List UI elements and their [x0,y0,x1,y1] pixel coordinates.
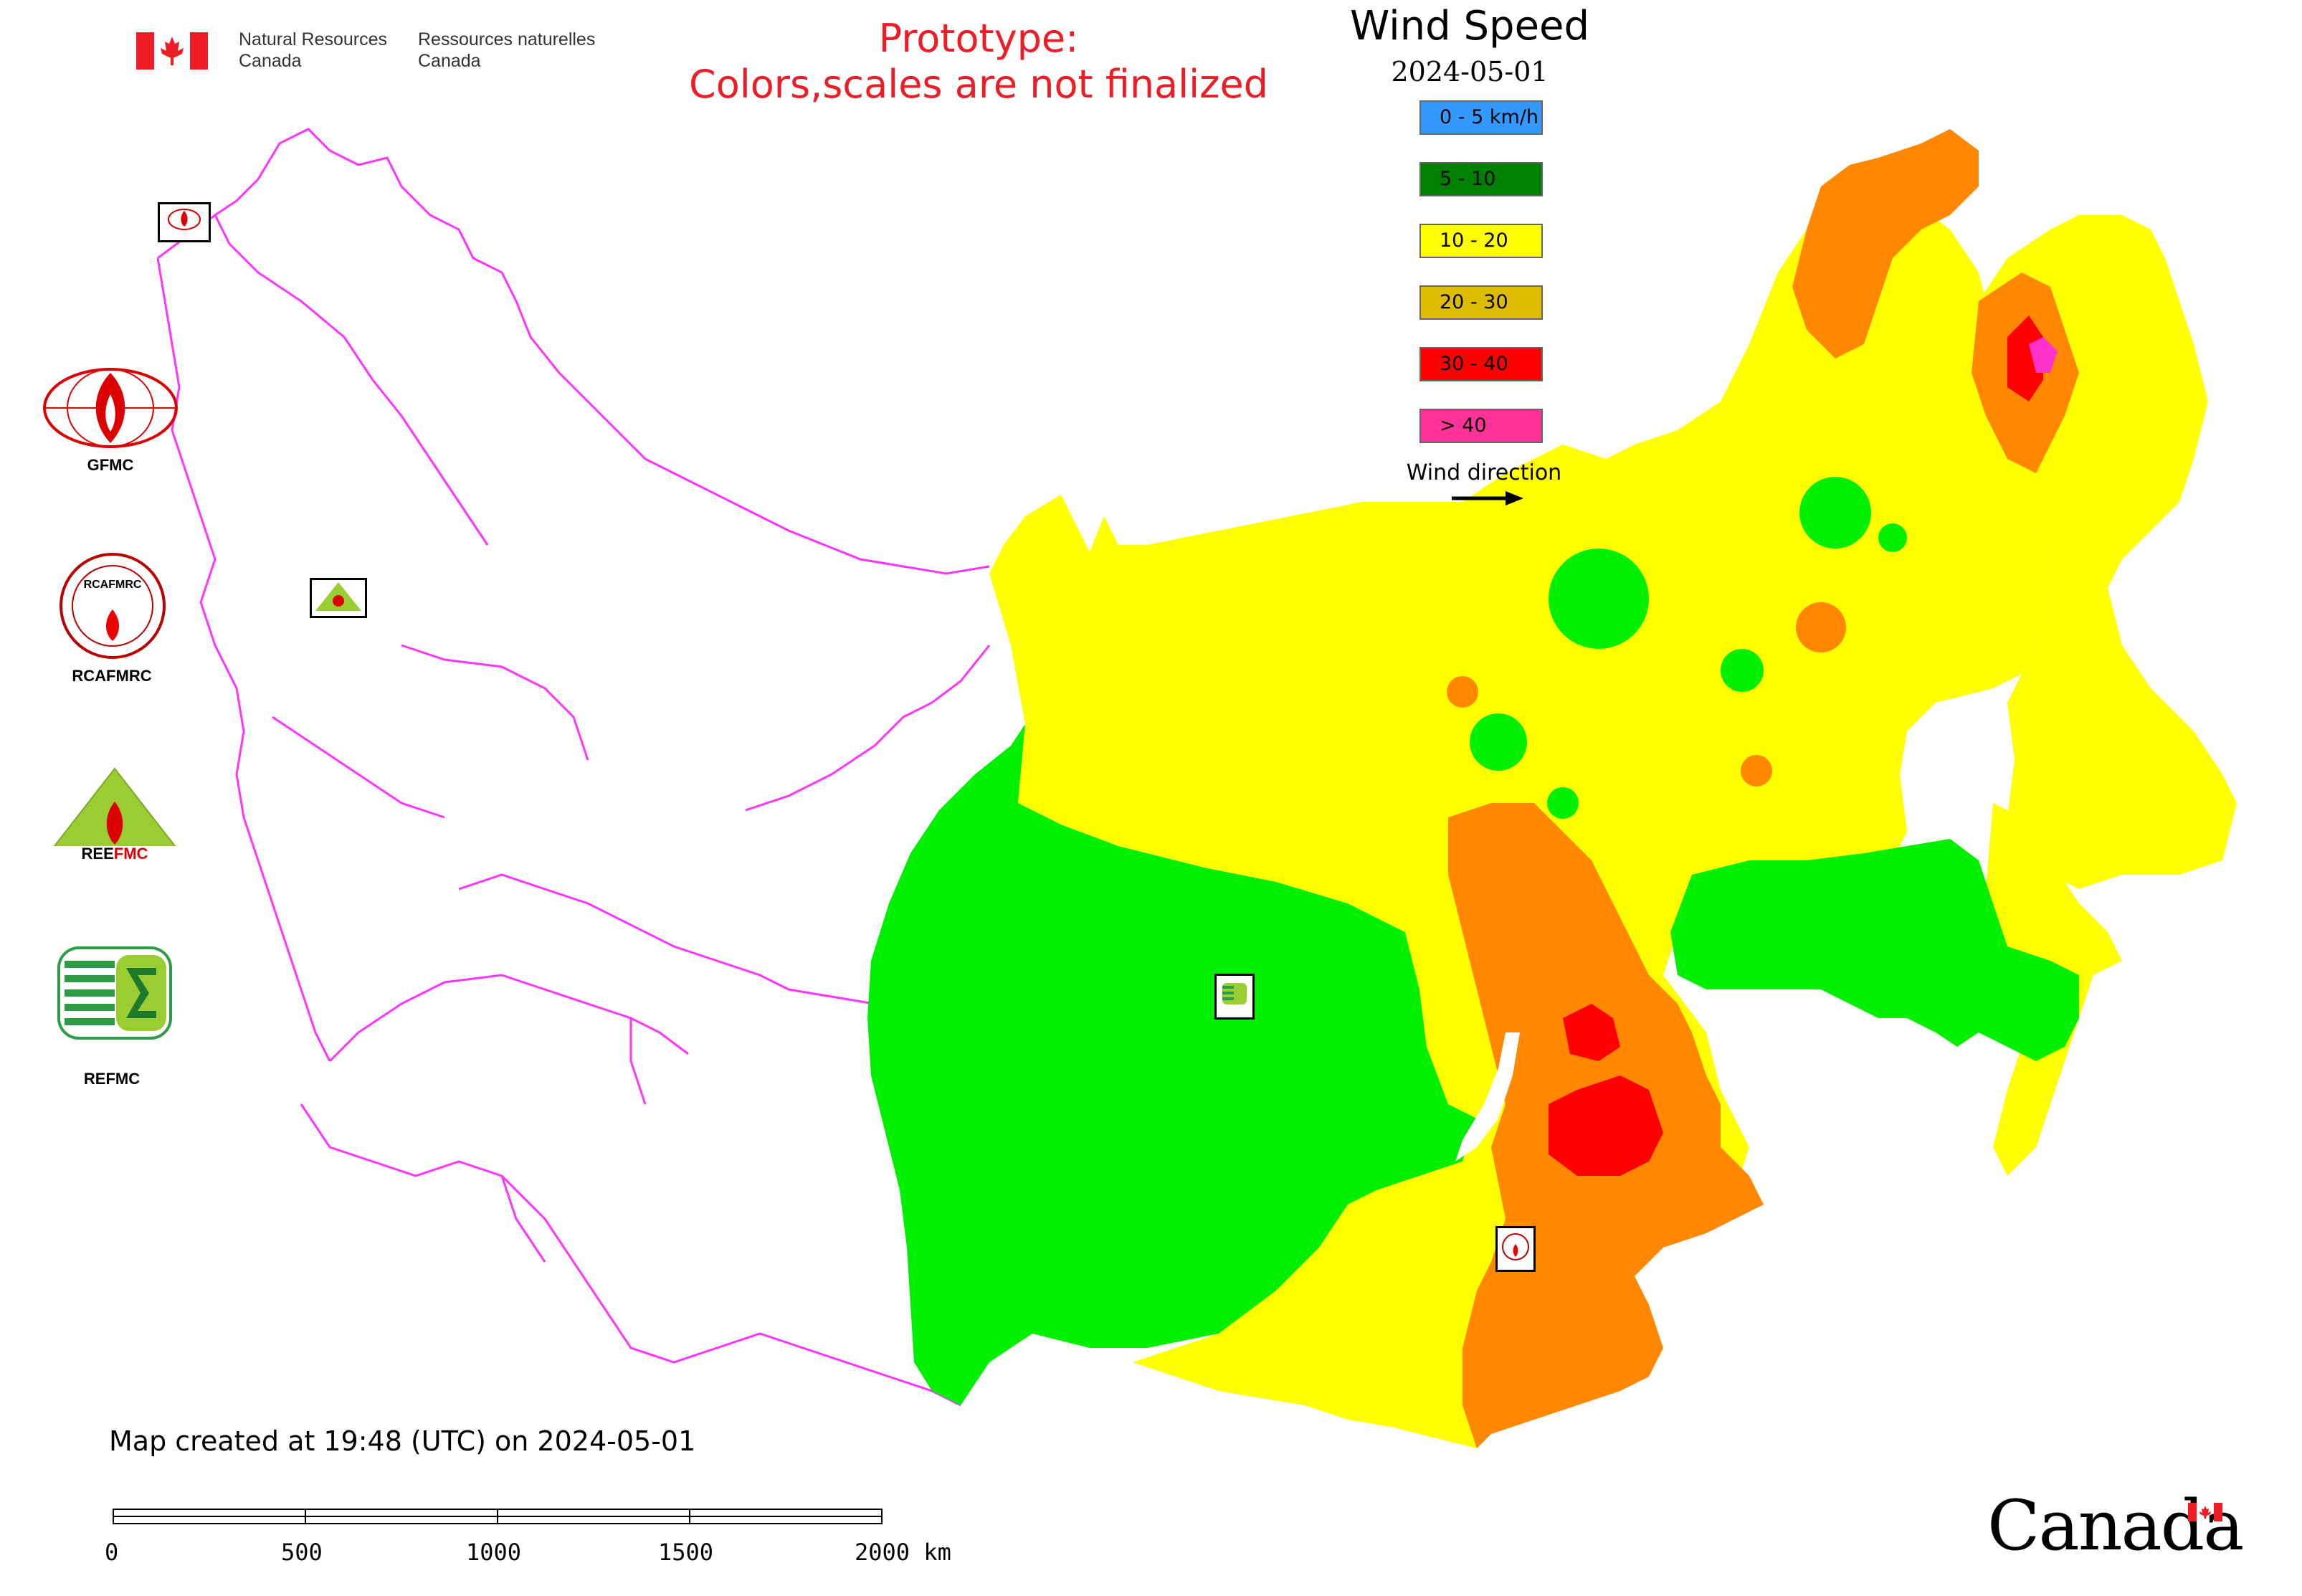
legend-item-30-40: 30 - 40 [1419,347,1543,381]
legend-label-5-10: 5 - 10 [1440,168,1496,190]
legend-label-20-30: 20 - 30 [1440,291,1508,313]
org-name-en-line1: Natural Resources [239,29,388,49]
patch-green-4 [1721,649,1764,692]
legend-item-over-40: > 40 [1419,409,1543,443]
zone-5-10-east [1670,839,2079,1061]
legend-wind-direction-label: Wind direction [1406,460,1562,485]
org-name-fr-line1: Ressources naturelles [418,29,596,49]
legend-item-10-20: 10 - 20 [1419,224,1543,258]
legend-label-0-5: 0 - 5 km/h [1440,106,1538,128]
svg-text:RCAFMRC: RCAFMRC [84,579,142,591]
reefmc-logo: REEFMC [39,766,191,869]
canada-wordmark: Canada [1987,1486,2244,1566]
scale-tick-0: 0 [105,1539,119,1566]
legend-item-5-10: 5 - 10 [1419,162,1543,196]
wind-field [867,129,2237,1448]
legend-title: Wind Speed [1349,3,1590,49]
svg-text:REEFMC: REEFMC [82,845,148,863]
patch-orange-1 [1796,602,1846,652]
legend-item-0-5: 0 - 5 km/h [1419,100,1543,135]
country-boundaries [156,128,991,1407]
patch-orange-3 [1741,755,1772,787]
legend-label-10-20: 10 - 20 [1440,229,1508,252]
rcafmrc-logo: RCAFMRC [59,552,166,662]
wordmark-flag-icon [2188,1503,2222,1524]
legend-item-20-30: 20 - 30 [1419,285,1543,320]
legend-date: 2024-05-01 [1391,56,1549,87]
scale-tick-2000: 2000 km [855,1539,951,1566]
prototype-notice: Prototype: Colors,scales are not finaliz… [645,16,1312,108]
zone-20-30-chukotka [1792,129,1979,358]
org-name-en-line2: Canada [239,51,302,71]
refmc-label: REFMC [83,1070,141,1088]
legend-label-30-40: 30 - 40 [1440,353,1508,375]
zone-5-10-west [867,724,1477,1405]
refmc-logo [57,946,172,1042]
patch-green-1 [1549,548,1649,649]
scale-tick-500: 500 [281,1539,323,1566]
scale-bar-graphic [113,1509,883,1524]
zone-30-40-south-a [1563,1004,1620,1061]
zone-30-40-kamchatka [2007,315,2043,402]
org-name-en: Natural Resources Canada [239,29,387,72]
scale-tick-1000: 1000 [466,1539,522,1566]
patch-green-2 [1799,477,1871,548]
refmc-map-marker [1214,974,1255,1020]
gfmc-small-marker [158,202,211,245]
map-created-timestamp: Map created at 19:48 (UTC) on 2024-05-01 [109,1425,696,1457]
legend-label-over-40: > 40 [1440,414,1487,437]
gfmc-label: GFMC [87,456,134,474]
scale-tick-1500: 1500 [658,1539,714,1566]
zone-over-40-kamchatka [2029,337,2058,373]
prototype-line1: Prototype: [878,16,1079,61]
wind-direction-arrow [1452,491,1523,505]
patch-green-3 [1878,523,1907,552]
gfmc-logo [40,366,181,453]
lake-baikal [1455,1032,1520,1162]
patch-orange-2 [1447,676,1478,708]
patch-green-5 [1470,713,1527,771]
rcafmrc-label: RCAFMRC [72,667,152,685]
canada-flag [136,32,208,72]
reefmc-map-marker [310,578,367,621]
org-name-fr: Ressources naturelles Canada [418,29,595,72]
zone-30-40-south-b [1549,1075,1663,1176]
patch-green-6 [1547,787,1579,819]
prototype-line2: Colors,scales are not finalized [689,62,1268,107]
rcafmrc-map-marker [1495,1226,1536,1272]
org-name-fr-line2: Canada [418,51,481,71]
